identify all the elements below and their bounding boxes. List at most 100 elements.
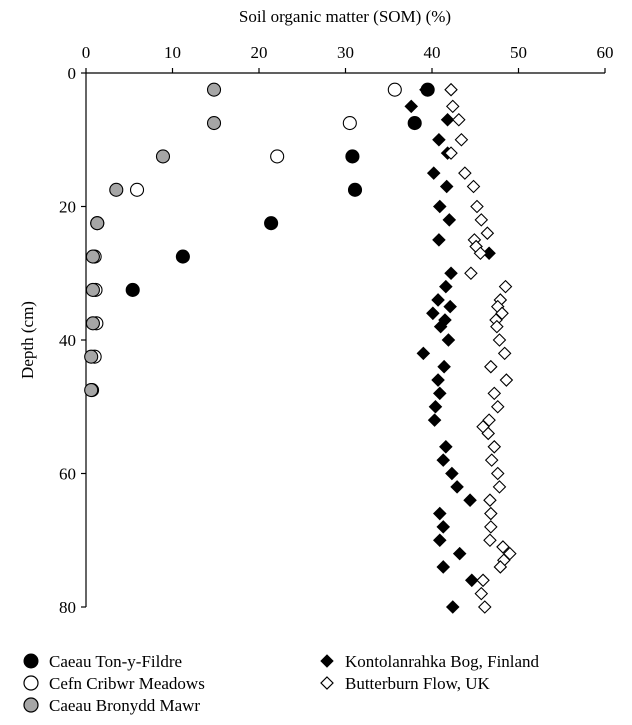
data-point bbox=[454, 132, 469, 147]
legend-item: Butterburn Flow, UK bbox=[318, 672, 539, 694]
data-point bbox=[433, 506, 447, 521]
data-point bbox=[440, 112, 455, 127]
data-point bbox=[439, 440, 453, 454]
data-point bbox=[483, 533, 497, 548]
data-point bbox=[436, 520, 451, 534]
legend-marker-grey-circle bbox=[23, 697, 39, 713]
data-point bbox=[484, 453, 499, 467]
x-tick-label: 40 bbox=[424, 43, 441, 62]
data-point bbox=[444, 82, 458, 97]
data-point bbox=[84, 383, 99, 398]
data-point bbox=[90, 216, 105, 231]
data-point bbox=[433, 533, 447, 548]
data-point bbox=[206, 82, 222, 97]
data-point bbox=[129, 182, 145, 197]
data-point bbox=[432, 233, 446, 247]
data-point bbox=[342, 116, 357, 131]
x-tick-label: 50 bbox=[510, 43, 527, 62]
data-point bbox=[492, 333, 507, 347]
data-point bbox=[433, 319, 448, 334]
data-point bbox=[125, 282, 140, 297]
data-point bbox=[431, 293, 445, 307]
data-point bbox=[464, 266, 478, 281]
data-point bbox=[498, 279, 513, 294]
legend-marker-black-circle bbox=[23, 653, 39, 669]
data-point bbox=[463, 493, 477, 507]
data-point bbox=[433, 199, 447, 214]
data-point bbox=[499, 373, 514, 387]
legend-item: Kontolanrahka Bog, Finland bbox=[318, 650, 539, 672]
data-point bbox=[345, 149, 360, 164]
data-point bbox=[476, 573, 490, 588]
data-point bbox=[439, 179, 454, 194]
legend-label: Caeau Ton-y-Fildre bbox=[49, 651, 183, 671]
data-point bbox=[477, 600, 492, 614]
data-point bbox=[452, 112, 466, 127]
data-point bbox=[445, 466, 459, 481]
data-point bbox=[452, 546, 467, 561]
legend-marker-open-circle bbox=[23, 675, 39, 691]
legend-label: Cefn Cribwr Meadows bbox=[49, 673, 205, 693]
data-point bbox=[155, 149, 171, 164]
data-point bbox=[426, 306, 440, 321]
data-point bbox=[496, 540, 510, 554]
data-point bbox=[490, 319, 504, 334]
y-tick-label: 80 bbox=[59, 598, 76, 617]
data-point bbox=[484, 506, 498, 521]
marks-group bbox=[84, 82, 517, 614]
data-point bbox=[428, 399, 443, 414]
x-tick-label: 0 bbox=[82, 43, 91, 62]
legend-label: Butterburn Flow, UK bbox=[345, 673, 490, 693]
data-point bbox=[84, 349, 99, 364]
legend-marker-open-diamond bbox=[320, 676, 334, 690]
data-point bbox=[85, 249, 100, 264]
data-point bbox=[473, 246, 488, 261]
legend-item: Caeau Bronydd Mawr bbox=[22, 694, 205, 716]
data-point bbox=[347, 182, 363, 197]
data-point bbox=[109, 182, 124, 197]
data-point bbox=[419, 82, 433, 97]
x-axis-title: Soil organic matter (SOM) (%) bbox=[239, 7, 451, 26]
data-point bbox=[427, 413, 442, 427]
data-point bbox=[432, 132, 446, 147]
x-tick-label: 10 bbox=[164, 43, 181, 62]
series-0 bbox=[125, 82, 435, 297]
data-point bbox=[497, 346, 512, 361]
data-point bbox=[439, 279, 453, 294]
x-tick-label: 30 bbox=[337, 43, 354, 62]
data-point bbox=[433, 386, 447, 401]
legend: Caeau Ton-y-Fildre Cefn Cribwr Meadows C… bbox=[22, 650, 205, 716]
data-point bbox=[175, 249, 190, 264]
data-point bbox=[443, 299, 457, 314]
data-point bbox=[441, 333, 456, 347]
data-point bbox=[470, 199, 484, 214]
axes-group: 0 10 20 30 40 50 60 0 20 40 60 80 bbox=[59, 43, 614, 617]
legend-right: Kontolanrahka Bog, Finland Butterburn Fl… bbox=[318, 650, 539, 694]
data-point bbox=[404, 99, 419, 114]
data-point bbox=[445, 600, 460, 614]
data-point bbox=[487, 386, 502, 401]
data-point bbox=[426, 166, 441, 180]
legend-marker-black-diamond bbox=[320, 654, 334, 668]
data-point bbox=[484, 520, 498, 534]
data-point bbox=[474, 586, 489, 601]
data-point bbox=[270, 149, 285, 164]
data-point bbox=[442, 213, 457, 227]
data-point bbox=[490, 466, 505, 481]
data-point bbox=[416, 346, 431, 361]
series-1 bbox=[85, 82, 402, 398]
data-point bbox=[474, 213, 489, 227]
data-point bbox=[490, 399, 505, 414]
data-point bbox=[431, 373, 445, 387]
legend-item: Caeau Ton-y-Fildre bbox=[22, 650, 205, 672]
legend-label: Caeau Bronydd Mawr bbox=[49, 695, 201, 715]
series-4 bbox=[444, 82, 517, 614]
series-2 bbox=[84, 82, 222, 398]
y-tick-label: 40 bbox=[59, 331, 76, 350]
data-point bbox=[450, 480, 464, 494]
data-point bbox=[407, 116, 422, 131]
data-point bbox=[493, 560, 508, 574]
x-tick-label: 20 bbox=[251, 43, 268, 62]
data-point bbox=[445, 99, 460, 114]
